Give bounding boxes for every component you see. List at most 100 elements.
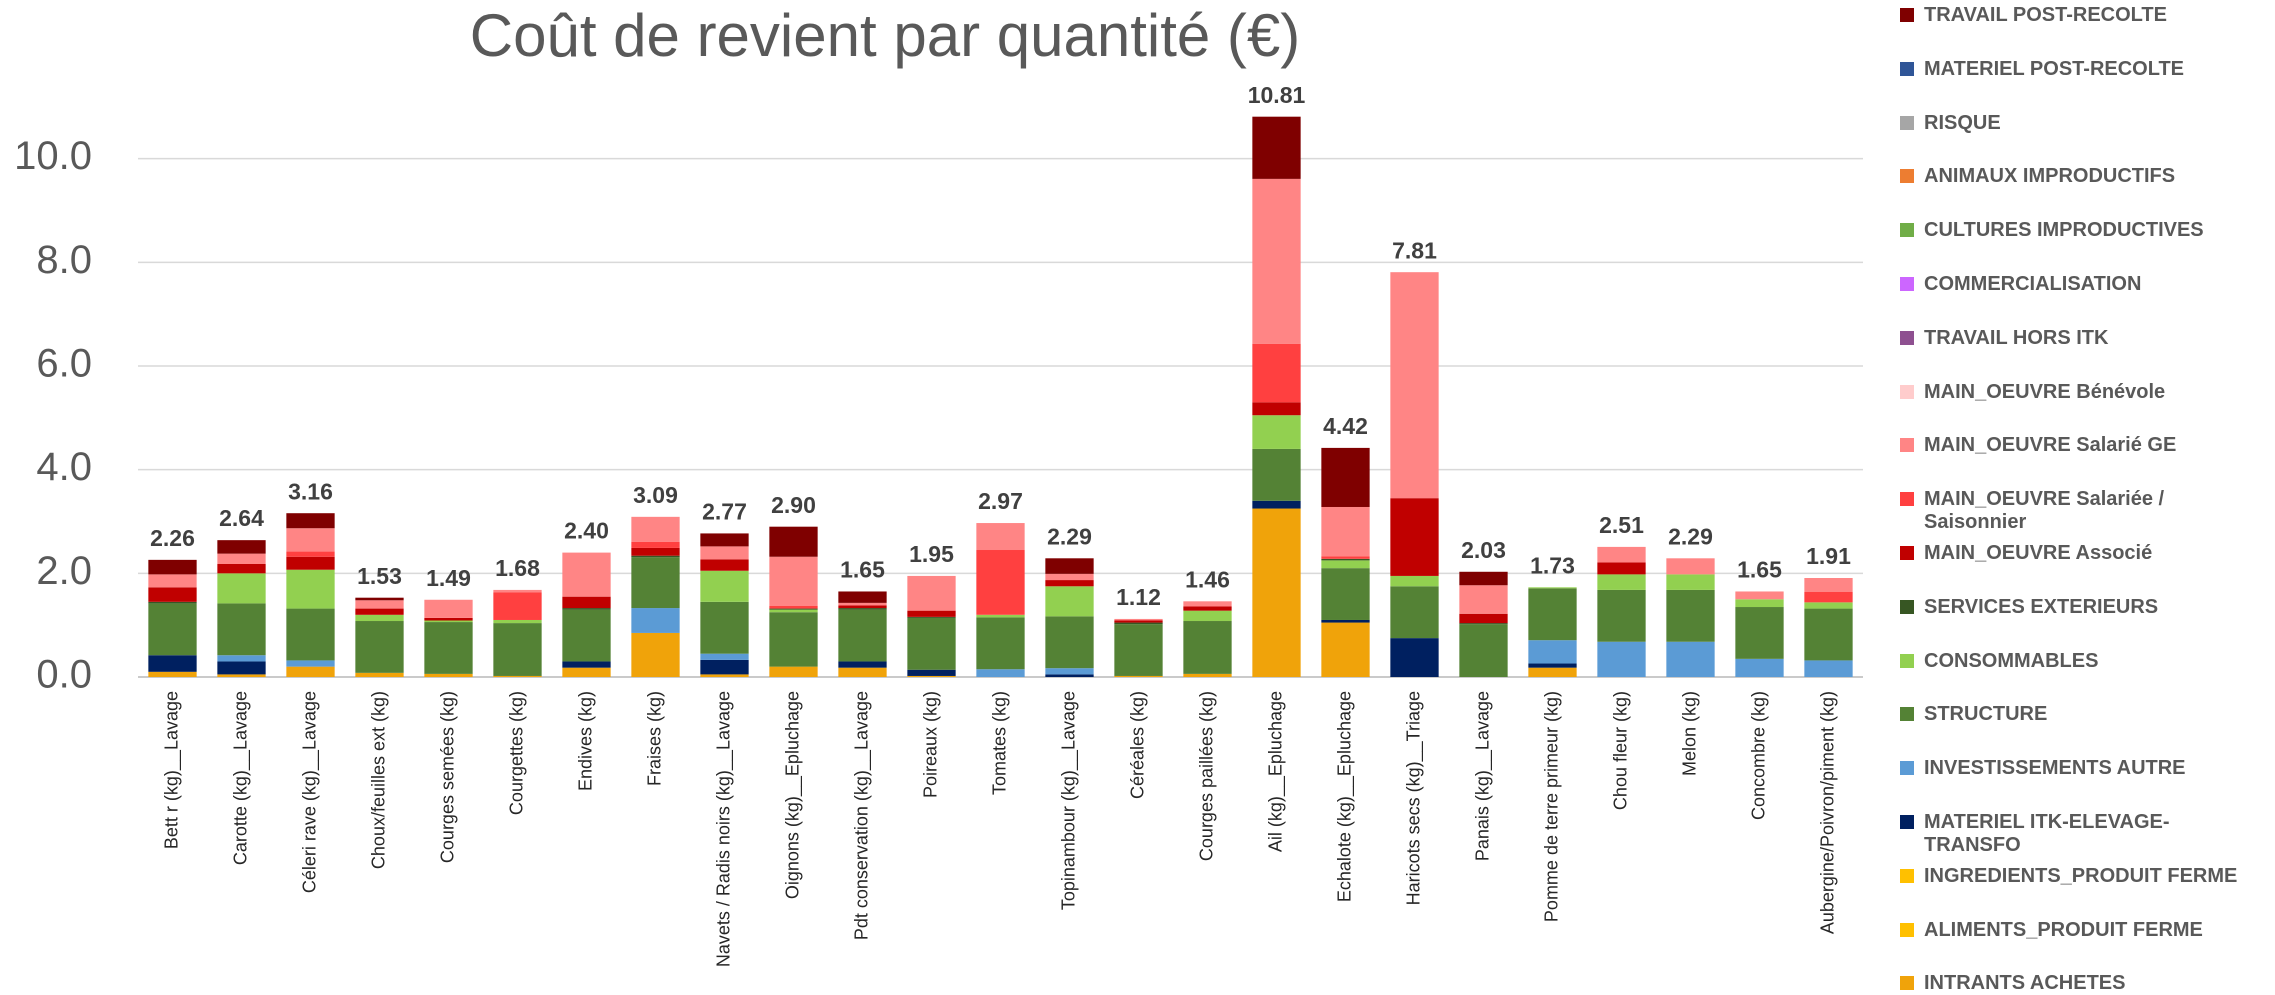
y-tick-label: 10.0 <box>14 134 92 178</box>
legend-swatch <box>1900 868 1914 883</box>
bar-segment <box>769 608 818 610</box>
legend-swatch <box>1900 599 1914 614</box>
bar-segment <box>286 660 335 667</box>
x-tick-label: Haricots secs (kg)__Triage <box>1403 691 1424 905</box>
bar-segment <box>1597 574 1646 590</box>
bar-segment <box>769 609 818 613</box>
x-tick-label: Echalote (kg)__Epluchage <box>1334 691 1355 902</box>
bar-segment <box>1459 571 1508 586</box>
x-tick-label: Tomates (kg) <box>989 691 1009 795</box>
bar-segment <box>976 550 1025 615</box>
bar-segment <box>1183 601 1232 607</box>
x-tick-label: Concombre (kg) <box>1748 691 1768 820</box>
legend-label: STRUCTURE <box>1924 703 2048 726</box>
legend-swatch <box>1900 761 1914 776</box>
bar-segment <box>1804 660 1853 677</box>
bar-segment <box>700 601 749 654</box>
bar-segment <box>1528 640 1577 664</box>
total-label: 10.81 <box>1248 82 1306 108</box>
y-tick-label: 6.0 <box>36 342 92 386</box>
total-label: 1.73 <box>1530 552 1575 578</box>
legend-label: TRAVAIL POST-RECOLTE <box>1924 4 2167 26</box>
bar-segment <box>355 608 404 615</box>
bar-segment <box>700 570 749 602</box>
bar-segment <box>1597 641 1646 677</box>
bar-segment <box>1528 667 1577 677</box>
bar-segment <box>286 556 335 570</box>
bar-segment <box>217 553 266 565</box>
bar-segment <box>1114 618 1163 621</box>
bar-segment <box>217 655 266 662</box>
x-tick-label: Pdt conservation (kg)__Lavage <box>851 691 872 940</box>
bar-segment <box>1321 568 1370 620</box>
total-label: 7.81 <box>1392 237 1437 263</box>
legend-swatch <box>1900 277 1914 291</box>
bar-segment <box>1321 556 1370 559</box>
bar-segment <box>838 602 887 606</box>
legend-label: CONSOMMABLES <box>1924 649 2099 672</box>
bar-segment <box>355 621 404 673</box>
bar-segment <box>286 551 335 557</box>
bar-segment <box>1735 607 1784 659</box>
legend-label: MAIN_OEUVRE Bénévole <box>1924 380 2166 403</box>
bar-segment <box>493 619 542 624</box>
bar-segment <box>148 655 197 672</box>
x-tick-label: Courges paillées (kg) <box>1196 691 1216 861</box>
legend-swatch <box>1900 330 1914 345</box>
legend-label: INVESTISSEMENTS AUTRE <box>1924 757 2186 780</box>
legend-entry: MAIN_OEUVRE Associé <box>1900 542 2270 565</box>
total-label: 1.12 <box>1116 584 1161 610</box>
bar-segment <box>1597 589 1646 642</box>
bar-segment <box>148 574 197 588</box>
bar-segment <box>493 589 542 593</box>
total-label: 1.49 <box>426 565 471 591</box>
legend-label: SERVICES EXTERIEURS <box>1924 595 2159 618</box>
bar-segment <box>1666 641 1715 677</box>
legend-swatch <box>1900 223 1914 238</box>
bar-segment <box>1321 447 1370 507</box>
bar-segment <box>1528 588 1577 641</box>
bar-segment <box>631 516 680 542</box>
bar-segment <box>1735 591 1784 600</box>
total-label: 2.51 <box>1599 512 1644 538</box>
bar-segment <box>286 666 335 677</box>
bar-segment <box>1666 574 1715 590</box>
chart-title: Coût de revient par quantité (€) <box>470 2 1300 69</box>
total-label: 2.03 <box>1461 537 1506 563</box>
total-label: 1.65 <box>840 557 885 583</box>
bar-segment <box>1804 577 1853 592</box>
bar-segment <box>493 592 542 620</box>
legend-entry: MAIN_OEUVRE Salariée / Saisonnier <box>1900 488 2270 534</box>
total-label: 2.40 <box>564 518 609 544</box>
bar-segment <box>1390 638 1439 677</box>
legend-entry: MAIN_OEUVRE Bénévole <box>1900 381 2270 404</box>
x-tick-label: Carotte (kg)__Lavage <box>230 691 251 865</box>
x-tick-label: Endives (kg) <box>575 691 595 791</box>
legend-entry: TRAVAIL POST-RECOLTE <box>1900 4 2270 27</box>
bar-segment <box>217 603 266 656</box>
bar-segment <box>1528 587 1577 589</box>
bar-segment <box>1459 613 1508 624</box>
legend-entry: TRAVAIL HORS ITK <box>1900 327 2270 350</box>
bar-segment <box>1252 500 1301 509</box>
total-label: 2.90 <box>771 492 816 518</box>
bar-segment <box>1735 658 1784 677</box>
x-tick-label: Chou fleur (kg) <box>1610 691 1630 810</box>
bar-segment <box>1045 674 1094 677</box>
total-label: 2.64 <box>219 505 264 531</box>
x-tick-label: Courgettes (kg) <box>506 691 526 815</box>
x-tick-label: Ail (kg)__Epluchage <box>1265 691 1286 852</box>
bar-segment <box>1114 624 1163 676</box>
bar-segment <box>1321 558 1370 561</box>
legend-entry: CONSOMMABLES <box>1900 650 2270 673</box>
bar-segment <box>1252 402 1301 416</box>
bar-segment <box>1252 178 1301 344</box>
bar-segment <box>700 533 749 547</box>
bar-segment <box>1045 558 1094 574</box>
bar-segment <box>148 601 197 604</box>
bar-segment <box>562 608 611 610</box>
bar-segment <box>1459 624 1508 677</box>
bar-segment <box>907 669 956 676</box>
bar-segment <box>1390 272 1439 499</box>
